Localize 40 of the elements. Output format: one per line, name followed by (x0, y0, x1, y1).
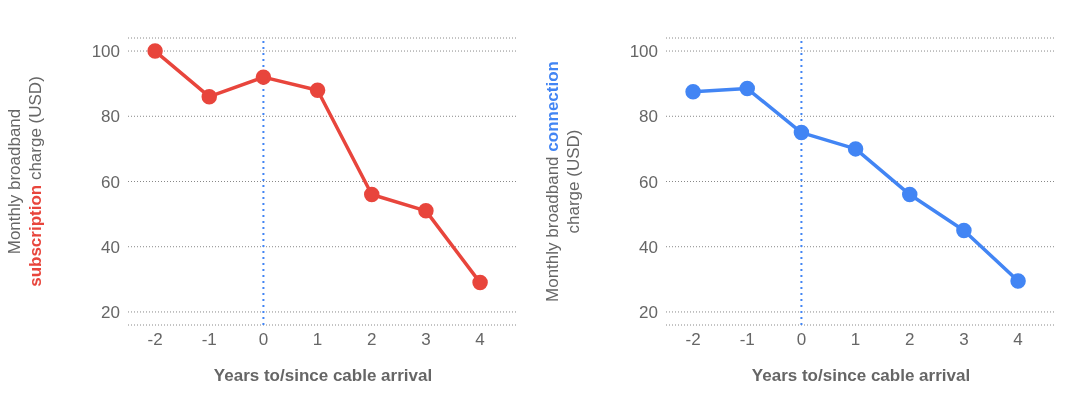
y-tick-label: 60 (101, 172, 120, 192)
y-tick-label: 20 (101, 302, 120, 322)
x-tick-label: 4 (1013, 330, 1023, 350)
x-tick-label: 0 (258, 330, 269, 350)
x-tick-label: -1 (201, 330, 217, 350)
point (147, 43, 163, 59)
y-tick-label: 40 (639, 237, 658, 257)
point (201, 88, 217, 105)
x-tick-label: 1 (850, 330, 861, 350)
point (956, 222, 972, 239)
x-tick-label: 2 (905, 330, 915, 350)
point (847, 141, 864, 157)
x-axis-title: Years to/since cable arrival (213, 366, 433, 385)
x-tick-label: 3 (959, 330, 969, 350)
y-tick-label: 40 (101, 237, 120, 257)
y-tick-label: 80 (639, 107, 658, 127)
x-tick-label: -2 (685, 330, 701, 350)
x-tick-label: 2 (367, 330, 377, 350)
y-tick-label: 60 (639, 172, 658, 192)
x-tick-label: -1 (739, 330, 755, 350)
point (309, 82, 326, 98)
point (255, 69, 272, 85)
x-tick-label: 4 (475, 330, 485, 350)
x-axis-title: Years to/since cable arrival (751, 366, 971, 385)
point (902, 186, 918, 203)
x-tick-label: 1 (312, 330, 323, 350)
y-tick-label: 80 (101, 107, 120, 127)
point (1010, 273, 1026, 289)
point (739, 80, 755, 97)
point (364, 186, 380, 203)
x-tick-label: -2 (147, 330, 163, 350)
y-tick-label: 100 (91, 42, 120, 62)
x-tick-label: 3 (421, 330, 431, 350)
point (685, 84, 701, 100)
point (418, 203, 434, 219)
y-tick-label: 20 (639, 302, 658, 322)
y-tick-label: 100 (629, 42, 658, 62)
x-tick-label: 0 (796, 330, 807, 350)
point (472, 274, 488, 291)
point (793, 124, 810, 141)
